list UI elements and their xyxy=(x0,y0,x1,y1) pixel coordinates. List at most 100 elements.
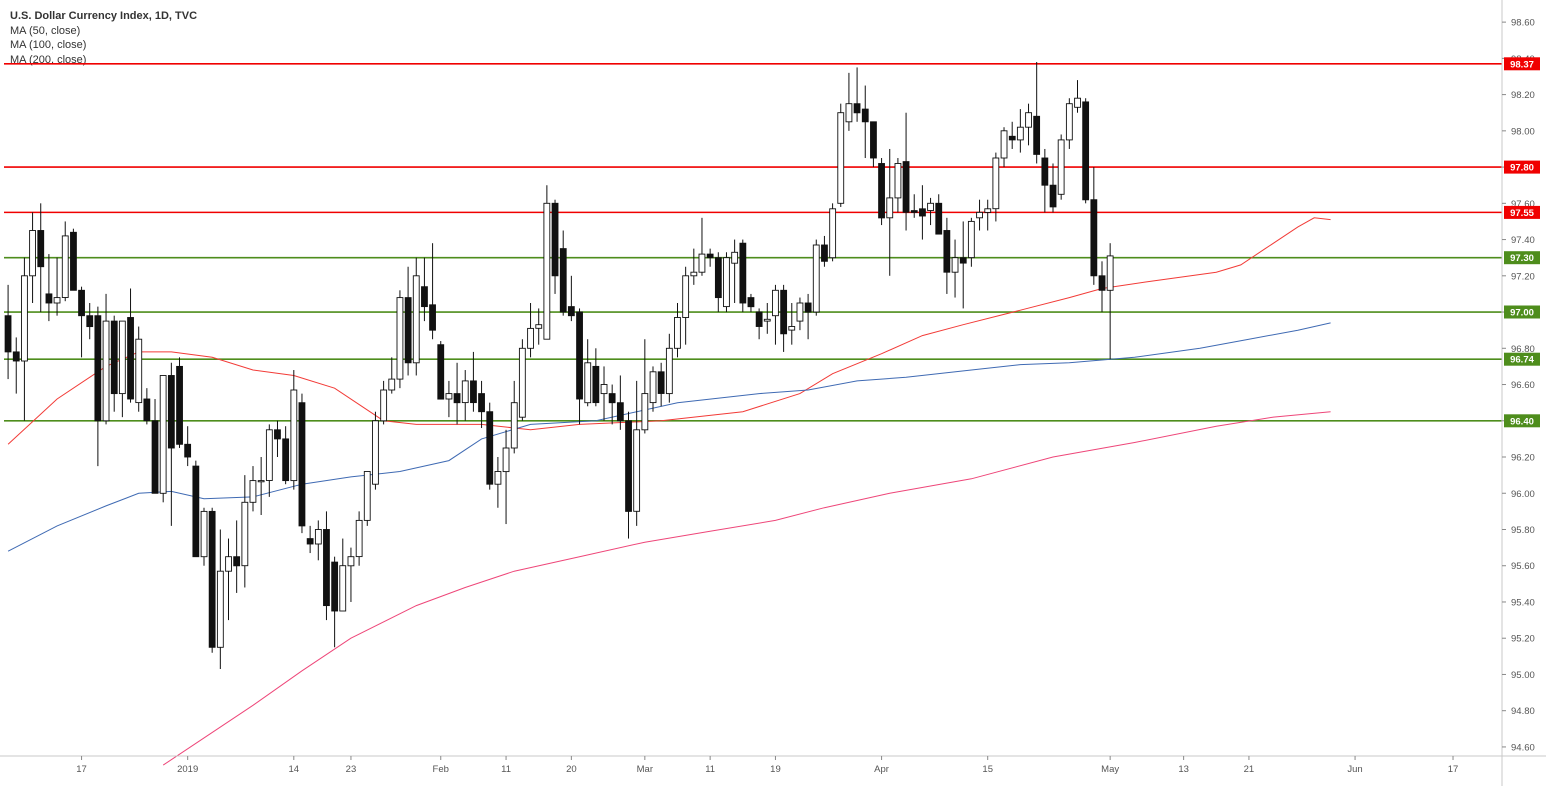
candle xyxy=(698,217,706,276)
price-tick-label: 94.80 xyxy=(1511,706,1535,717)
candle-body-down xyxy=(298,402,306,527)
candle-body-up xyxy=(788,326,796,331)
candle-body-down xyxy=(1098,275,1106,291)
candle xyxy=(478,380,485,429)
candle-body-up xyxy=(527,327,534,349)
candle-body-up xyxy=(200,510,208,558)
time-tick-label: 23 xyxy=(346,764,357,775)
candle xyxy=(355,511,363,566)
candle-body-up xyxy=(412,275,420,364)
candle-body-down xyxy=(780,289,788,335)
candle xyxy=(1041,148,1049,213)
candle xyxy=(780,284,788,352)
candle-body-down xyxy=(657,371,665,394)
candle xyxy=(1098,261,1106,313)
level-badge-label: 96.40 xyxy=(1510,416,1534,427)
time-tick-label: 13 xyxy=(1178,764,1189,775)
candle-body-up xyxy=(886,197,894,219)
candle-body-up xyxy=(967,220,975,259)
candle-body-down xyxy=(274,429,281,440)
candle-body-down xyxy=(86,315,94,328)
candle-body-up xyxy=(976,211,983,219)
candle xyxy=(331,556,339,648)
candle xyxy=(608,384,616,425)
candle xyxy=(461,370,469,421)
candle xyxy=(625,411,632,539)
candle-body-down xyxy=(1041,157,1049,186)
candle xyxy=(502,429,510,525)
candle xyxy=(576,308,583,425)
candle xyxy=(372,411,379,490)
candle xyxy=(78,286,85,358)
candle-body-up xyxy=(29,230,36,277)
candle-body-up xyxy=(396,297,404,380)
candle-body-down xyxy=(592,365,600,404)
candle xyxy=(788,302,796,345)
candle-body-down xyxy=(70,231,77,291)
time-axis[interactable]: 17 2019 14 23 Feb 11 20 Mar 11 19 Apr 15 May 13 21 Jun 1… xyxy=(76,756,1458,775)
candle xyxy=(706,248,714,267)
candle-body-up xyxy=(1025,112,1032,128)
price-tick-label: 94.60 xyxy=(1511,742,1535,753)
candle-body-down xyxy=(1049,184,1057,208)
price-axis[interactable]: 94.60 94.80 95.00 95.20 95.40 95.60 95.80 96.00… xyxy=(1502,18,1535,754)
candle xyxy=(396,290,404,389)
time-tick-label: Mar xyxy=(637,764,653,775)
candle xyxy=(967,217,975,267)
candle xyxy=(772,284,779,345)
candle-body-up xyxy=(633,429,641,512)
candle-body-up xyxy=(674,317,681,349)
candle-body-down xyxy=(208,510,216,648)
candle-body-down xyxy=(878,163,885,219)
candle xyxy=(12,337,20,394)
candle-body-down xyxy=(821,244,828,262)
price-tick-label: 98.20 xyxy=(1511,90,1535,101)
candle xyxy=(486,402,494,490)
time-tick-label: 17 xyxy=(76,764,87,775)
candle-body-up xyxy=(1065,103,1073,141)
candle xyxy=(992,152,1000,222)
candle-body-down xyxy=(625,420,632,512)
candle-body-down xyxy=(151,420,159,494)
candle xyxy=(249,466,257,512)
candle-body-up xyxy=(837,112,845,204)
candle-body-up xyxy=(584,362,592,404)
candle-body-down xyxy=(1008,135,1016,141)
candle-body-up xyxy=(388,378,396,391)
candle-body-up xyxy=(1000,130,1008,159)
candle-body-down xyxy=(45,293,53,304)
candle-body-up xyxy=(698,253,706,273)
candle xyxy=(70,228,77,291)
price-tick-label: 97.20 xyxy=(1511,271,1535,282)
candle-body-down xyxy=(331,561,339,612)
candle-body-down xyxy=(192,465,200,558)
ma-line xyxy=(7,322,1331,552)
candle-body-up xyxy=(984,208,992,213)
candle-body-up xyxy=(502,447,510,473)
candle xyxy=(633,380,641,526)
candle-body-up xyxy=(265,429,273,481)
candle xyxy=(110,315,118,412)
candle-body-down xyxy=(608,393,616,404)
candle xyxy=(567,275,575,322)
candle xyxy=(804,293,812,340)
time-tick-label: May xyxy=(1101,764,1119,775)
level-badge-label: 96.74 xyxy=(1510,355,1534,366)
candle xyxy=(902,112,910,231)
time-tick-label: 11 xyxy=(705,764,715,775)
candle-body-down xyxy=(559,248,567,313)
candle xyxy=(943,217,951,294)
candle xyxy=(45,254,53,322)
candle xyxy=(755,308,763,340)
candle-body-down xyxy=(902,161,910,213)
candle-body-down xyxy=(12,351,20,362)
candle xyxy=(135,326,143,412)
time-tick-label: 15 xyxy=(982,764,993,775)
price-tick-label: 95.60 xyxy=(1511,561,1535,572)
candle-body-up xyxy=(812,244,820,313)
candle xyxy=(4,284,12,380)
candle xyxy=(763,302,771,334)
candle-body-up xyxy=(1016,126,1024,141)
